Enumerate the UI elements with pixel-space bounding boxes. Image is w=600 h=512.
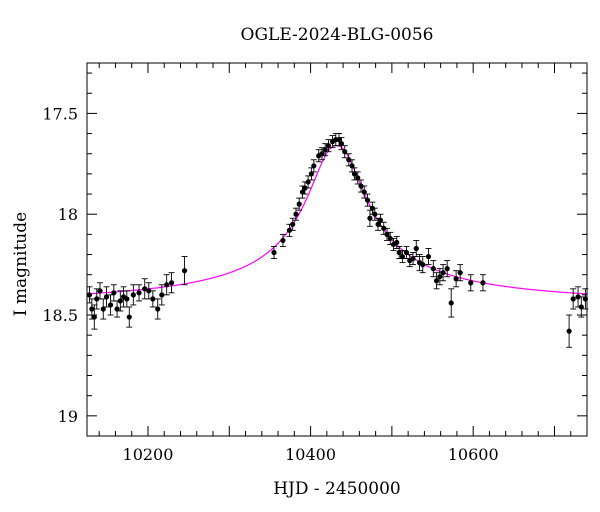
data-point	[290, 221, 296, 227]
data-point	[97, 288, 103, 294]
data-point	[319, 151, 325, 157]
data-point	[302, 185, 308, 191]
data-point	[100, 306, 106, 312]
data-point	[396, 249, 402, 256]
data-point	[364, 197, 371, 203]
data-point	[342, 149, 348, 155]
data-point	[578, 304, 584, 310]
data-point	[94, 296, 100, 302]
data-points-layer	[86, 133, 589, 348]
data-point	[146, 288, 152, 294]
y-tick-label: 17.5	[42, 104, 78, 123]
data-point	[566, 328, 572, 334]
data-point	[150, 296, 156, 302]
data-point	[440, 270, 446, 276]
data-point	[126, 314, 132, 320]
data-point	[124, 296, 130, 302]
model-curve-layer	[86, 145, 587, 295]
data-point	[437, 274, 443, 280]
data-point	[480, 280, 486, 286]
data-point	[468, 280, 474, 286]
data-point	[570, 296, 576, 302]
data-point	[358, 183, 364, 189]
data-point	[103, 294, 110, 300]
data-point	[271, 249, 277, 256]
data-point	[375, 221, 381, 227]
data-point	[311, 163, 317, 169]
data-point	[349, 163, 355, 169]
data-point	[136, 290, 142, 296]
data-point	[280, 237, 286, 244]
x-tick-label: 10200	[123, 445, 174, 464]
data-point	[322, 147, 328, 153]
x-tick-label: 10400	[285, 445, 336, 464]
data-point	[448, 300, 454, 306]
data-point	[420, 262, 426, 268]
data-point	[164, 282, 170, 288]
axis-ticks-layer: 10200 10400 10600 17.5 18 18.5 19	[42, 63, 588, 464]
data-point	[430, 266, 436, 272]
data-point	[355, 175, 361, 181]
data-point	[336, 137, 342, 143]
data-point	[394, 239, 400, 246]
data-point	[457, 270, 463, 276]
x-tick-label: 10600	[448, 445, 499, 464]
data-point	[117, 298, 123, 304]
model-curve	[86, 145, 587, 295]
data-point	[410, 255, 416, 262]
y-tick-label: 18.5	[42, 306, 78, 325]
data-point	[293, 211, 299, 217]
data-point	[114, 306, 120, 312]
y-axis-label: I magnitude	[11, 212, 31, 316]
data-point	[107, 302, 114, 308]
data-point	[381, 225, 387, 231]
data-point	[453, 276, 459, 282]
data-point	[433, 278, 440, 284]
chart-title: OGLE-2024-BLG-0056	[241, 25, 434, 45]
data-point	[286, 227, 293, 233]
data-point	[111, 290, 117, 296]
data-point	[346, 157, 352, 163]
data-point	[91, 314, 97, 320]
data-point	[372, 211, 378, 217]
data-point	[413, 245, 419, 252]
data-point	[168, 280, 175, 286]
data-point	[325, 143, 332, 149]
y-tick-label: 19	[58, 407, 78, 426]
data-point	[305, 179, 311, 185]
data-point	[159, 292, 165, 298]
data-point	[181, 268, 188, 274]
data-point	[399, 253, 406, 260]
data-point	[575, 294, 581, 300]
y-tick-label: 18	[58, 205, 78, 224]
data-point	[130, 292, 136, 298]
data-point	[296, 201, 302, 207]
data-point	[377, 217, 384, 223]
data-point	[425, 253, 432, 260]
data-point	[387, 235, 393, 242]
data-point	[384, 231, 390, 237]
data-point	[89, 306, 95, 312]
data-point	[142, 286, 148, 292]
data-point	[299, 189, 306, 195]
data-point	[403, 249, 410, 256]
data-point	[155, 306, 161, 312]
data-point	[351, 171, 358, 177]
data-point	[361, 189, 367, 195]
data-point	[444, 266, 450, 272]
data-point	[338, 141, 345, 147]
data-point	[367, 215, 373, 221]
x-axis-label: HJD - 2450000	[273, 479, 401, 499]
data-point	[308, 171, 314, 177]
plot-frame	[86, 62, 588, 437]
